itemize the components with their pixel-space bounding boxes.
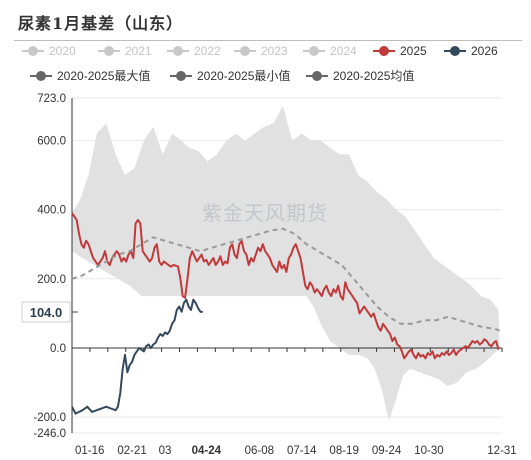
legend-label: 2020-2025最大值 bbox=[57, 69, 151, 83]
y-tick-label: 0.0 bbox=[50, 343, 66, 355]
legend-item-2022[interactable]: 2022 bbox=[167, 44, 221, 58]
legend-item-2020-2025最大值[interactable]: 2020-2025最大值 bbox=[30, 67, 150, 84]
legend-label: 2026 bbox=[471, 44, 498, 58]
legend-item-2020-2025最小值[interactable]: 2020-2025最小值 bbox=[170, 67, 290, 84]
title-divider bbox=[14, 40, 522, 41]
y-tick-label: -246.0 bbox=[33, 428, 66, 440]
legend-label: 2023 bbox=[261, 44, 288, 58]
legend-label: 2020-2025均值 bbox=[333, 69, 415, 83]
y-tick-label: 600.0 bbox=[37, 136, 66, 148]
legend-marker-icon bbox=[303, 46, 325, 56]
x-tick-label: 08-19 bbox=[329, 445, 358, 457]
x-tick-label: 03 bbox=[159, 445, 172, 457]
legend-marker-icon bbox=[444, 46, 466, 56]
legend-marker-icon bbox=[373, 46, 395, 56]
legend-label: 2021 bbox=[125, 44, 152, 58]
current-value-label: 104.0 bbox=[30, 305, 63, 320]
series-line-2026 bbox=[71, 298, 203, 415]
y-tick-label: 200.0 bbox=[37, 274, 66, 286]
x-tick-label: 12-31 bbox=[487, 445, 516, 457]
chart-title: 尿素1月基差（山东） bbox=[18, 14, 184, 33]
legend-marker-icon bbox=[98, 46, 120, 56]
minmax-band bbox=[72, 105, 500, 421]
x-tick-label: 10-30 bbox=[414, 445, 443, 457]
legend-label: 2025 bbox=[400, 44, 427, 58]
legend-marker-icon bbox=[167, 46, 189, 56]
current-value-box bbox=[21, 301, 71, 323]
legend-label: 2022 bbox=[194, 44, 221, 58]
legend-item-2020-2025均值[interactable]: 2020-2025均值 bbox=[306, 67, 414, 84]
x-tick-label: 01-16 bbox=[75, 445, 104, 457]
legend-marker-icon bbox=[30, 70, 52, 81]
legend-item-2020[interactable]: 2020 bbox=[22, 44, 76, 58]
y-tick-label: -200.0 bbox=[33, 412, 66, 424]
legend-marker-icon bbox=[170, 70, 192, 81]
legend-label: 2024 bbox=[330, 44, 357, 58]
legend-label: 2020 bbox=[49, 44, 76, 58]
legend-marker-icon bbox=[234, 46, 256, 56]
y-tick-label: 723.0 bbox=[37, 93, 66, 105]
watermark: 紫金天风期货 bbox=[202, 201, 328, 225]
legend-item-2026[interactable]: 2026 bbox=[444, 44, 498, 58]
legend-label: 2020-2025最小值 bbox=[197, 69, 291, 83]
x-tick-label: 04-24 bbox=[192, 445, 222, 457]
legend-marker-icon bbox=[306, 70, 328, 81]
legend-item-2025[interactable]: 2025 bbox=[373, 44, 427, 58]
x-tick-label: 07-14 bbox=[287, 445, 317, 457]
y-tick-label: 400.0 bbox=[37, 205, 66, 217]
legend-marker-icon bbox=[22, 46, 44, 56]
legend-item-2023[interactable]: 2023 bbox=[234, 44, 288, 58]
x-tick-label: 06-08 bbox=[245, 445, 274, 457]
series-line-2025 bbox=[71, 212, 500, 360]
x-tick-label: 09-24 bbox=[372, 445, 402, 457]
legend-item-2024[interactable]: 2024 bbox=[303, 44, 357, 58]
x-tick-label: 02-21 bbox=[117, 445, 146, 457]
legend-item-2021[interactable]: 2021 bbox=[98, 44, 152, 58]
